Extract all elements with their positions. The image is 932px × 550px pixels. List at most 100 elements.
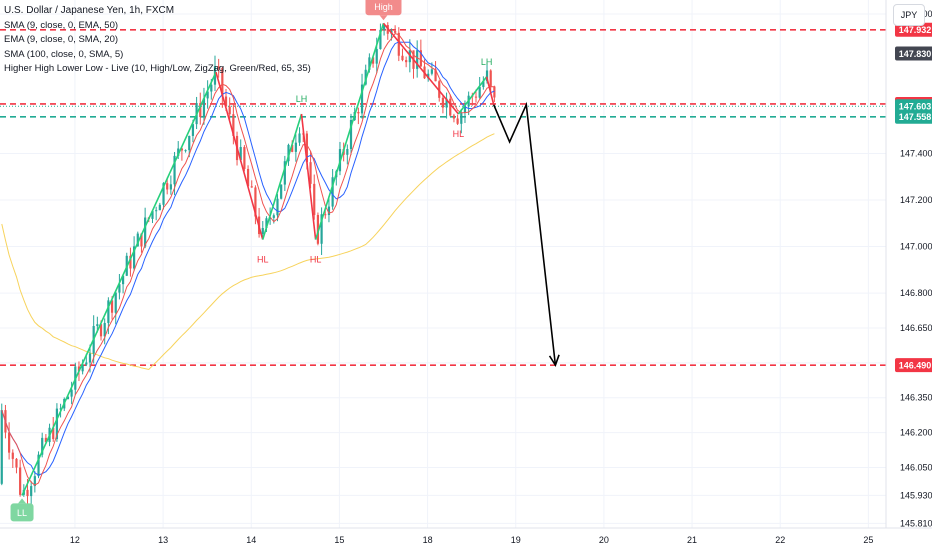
candle-body (52, 427, 55, 440)
price-tick-label: 147.200 (900, 195, 932, 205)
price-tick-label: 146.200 (900, 428, 932, 438)
swing-label-text: HL (453, 129, 465, 139)
time-axis-bg (0, 528, 932, 550)
candle-body (478, 87, 481, 98)
candle-body (482, 81, 485, 88)
price-tick-label: 146.800 (900, 288, 932, 298)
swing-label-text: LL (17, 508, 27, 518)
time-tick-label: 18 (423, 535, 433, 545)
time-tick-label: 12 (70, 535, 80, 545)
candle-body (88, 353, 92, 363)
candle-body (346, 148, 349, 155)
candle-body (485, 70, 489, 82)
legend-hhll: Higher High Lower Low - Live (10, High/L… (4, 63, 311, 74)
candle-body (324, 214, 327, 216)
sma100-line (1, 133, 495, 371)
currency-button[interactable]: JPY (893, 4, 925, 26)
swing-label-pointer (18, 498, 27, 504)
price-label-box (895, 22, 932, 37)
time-tick-label: 20 (599, 535, 609, 545)
candle-body (221, 68, 224, 97)
candle-body (99, 324, 103, 337)
price-label-box (895, 46, 932, 61)
time-axis: 12 13 14 15 18 19 20 21 22 25 (0, 527, 932, 550)
candle-body (463, 106, 467, 113)
candle-body (445, 98, 448, 108)
candle-body (246, 168, 250, 187)
candle-body (394, 30, 397, 33)
candle-body (59, 408, 62, 410)
candle-body (66, 396, 70, 400)
candle-body (118, 284, 121, 293)
price-axis-bg (886, 0, 932, 550)
time-tick-label: 14 (246, 535, 256, 545)
ema9-line (1, 33, 495, 486)
candle-body (316, 214, 320, 244)
candle-body (382, 25, 386, 30)
zigzag-segment (457, 76, 488, 115)
projection-line (492, 101, 557, 366)
candle-body (280, 184, 283, 199)
swing-label-text: LH (296, 94, 308, 104)
candle-body (419, 50, 422, 67)
swing-label-pointer (379, 15, 388, 21)
candle-body (41, 437, 44, 455)
sma100-line (1, 133, 495, 371)
candle-body (55, 408, 59, 440)
candle-body (129, 255, 132, 269)
zigzag-segment (382, 22, 460, 115)
candle-body (151, 211, 154, 219)
swing-label-box (10, 503, 34, 522)
candle-body (188, 135, 191, 151)
candle-body (184, 150, 187, 152)
candle-body (144, 217, 147, 247)
time-tick-label: 21 (687, 535, 697, 545)
candle-body (283, 161, 286, 185)
candle-body (81, 364, 84, 372)
candle-body (357, 111, 360, 114)
candle-body (85, 362, 88, 365)
candle-body (349, 119, 353, 149)
candle-body (110, 300, 114, 313)
candle-body (456, 118, 459, 124)
candle-body (136, 233, 139, 247)
candle-body (224, 96, 228, 107)
time-tick-label: 22 (775, 535, 785, 545)
candle-body (489, 70, 492, 87)
chart-legend: U.S. Dollar / Japanese Yen, 1h, FXCM SMA… (4, 4, 311, 77)
price-axis: 148.000147.400147.200147.000146.800146.6… (885, 0, 932, 550)
price-label-box (895, 358, 932, 373)
zigzag-segment (485, 76, 495, 105)
candle-body (239, 147, 242, 161)
candle-body (452, 115, 456, 119)
candle-body (294, 142, 297, 152)
candle-body (169, 184, 172, 190)
zigzag-segment (300, 113, 317, 240)
candle-body (199, 103, 202, 117)
projection-arrowhead (548, 354, 560, 368)
zigzag-segment (215, 71, 264, 240)
zigzag-segment (314, 23, 385, 240)
candle-body (15, 458, 18, 468)
candle-body (177, 148, 180, 156)
candle-body (217, 66, 220, 69)
time-tick-label: 25 (863, 535, 873, 545)
candle-body (158, 204, 161, 211)
zigzag-segment (21, 71, 217, 496)
price-tick-label: 146.050 (900, 463, 932, 473)
candle-body (434, 69, 437, 82)
candle-body (360, 84, 364, 114)
horizontal-levels (0, 28, 886, 366)
zigzag-line (21, 22, 495, 496)
candle-body (44, 437, 47, 443)
candle-body (26, 489, 29, 497)
candle-body (228, 106, 231, 115)
legend-ema9: EMA (9, close, 0, SMA, 20) (4, 34, 119, 45)
candle-body (287, 144, 290, 162)
candle-body (96, 324, 99, 327)
candle-body (77, 366, 81, 372)
price-label-box (895, 109, 932, 124)
candle-body (371, 57, 375, 64)
chart-grid (0, 0, 886, 528)
